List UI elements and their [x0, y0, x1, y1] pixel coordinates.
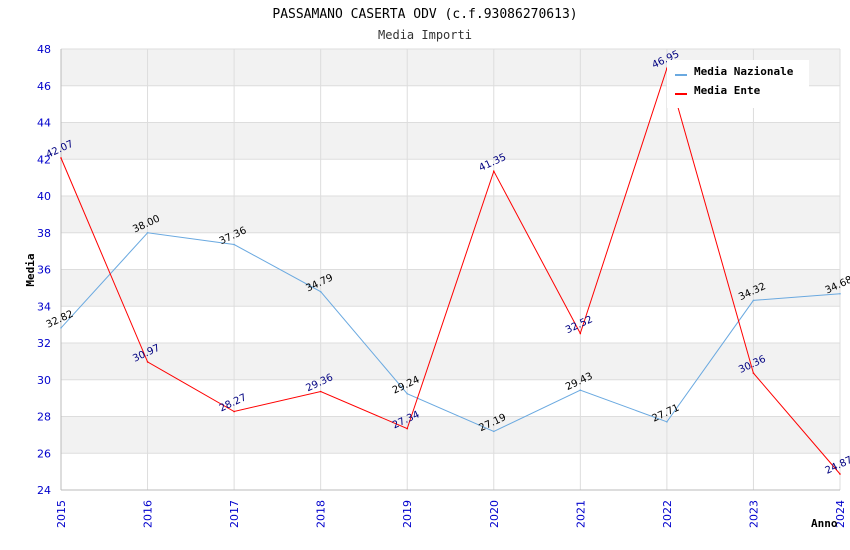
- x-axis-ticks: 2015 2016 2017 2018 2019 2020 2021 2022 2023 2024: [55, 500, 847, 528]
- plot-band: [61, 232, 840, 270]
- y-tick-label: 26: [37, 447, 51, 460]
- y-tick-label: 36: [37, 264, 51, 277]
- plot-band: [61, 416, 840, 454]
- y-tick-label: 44: [37, 117, 51, 130]
- plot-band: [61, 343, 840, 380]
- x-tick-label: 2019: [401, 500, 414, 528]
- data-point: [752, 299, 755, 302]
- y-tick-label: 46: [37, 80, 51, 93]
- y-tick-label: 40: [37, 190, 51, 203]
- plot-band: [61, 379, 840, 417]
- plot-band: [61, 159, 840, 196]
- data-point: [752, 372, 755, 374]
- data-point: [60, 327, 62, 329]
- chart-title: PASSAMANO CASERTA ODV (c.f.93086270613): [272, 7, 577, 22]
- x-tick-label: 2020: [488, 500, 501, 528]
- x-tick-label: 2016: [142, 500, 155, 528]
- plot-band: [61, 122, 840, 160]
- data-point: [233, 243, 235, 246]
- y-tick-label: 42: [37, 153, 51, 166]
- data-point: [579, 332, 582, 335]
- y-tick-label: 38: [37, 227, 51, 240]
- data-point: [406, 392, 409, 395]
- data-point: [492, 170, 495, 172]
- plot-background: [61, 49, 840, 490]
- x-axis-label: Anno: [811, 517, 838, 530]
- y-tick-label: 32: [37, 337, 51, 350]
- data-point: [579, 389, 582, 392]
- plot-band: [61, 196, 840, 233]
- data-point: [492, 430, 495, 433]
- x-tick-label: 2015: [55, 500, 68, 528]
- data-point: [839, 292, 841, 295]
- data-point: [839, 473, 841, 475]
- gridlines: [60, 48, 841, 491]
- series-line-media-ente: [60, 66, 841, 475]
- y-tick-label: 30: [37, 374, 51, 387]
- x-tick-label: 2018: [315, 500, 328, 528]
- data-point: [233, 410, 235, 413]
- legend-label: Media Ente: [694, 84, 761, 97]
- data-point: [60, 157, 62, 159]
- data-point: [319, 390, 322, 393]
- data-point: [146, 231, 149, 234]
- legend: Media Nazionale Media Ente: [667, 60, 809, 108]
- x-tick-label: 2017: [228, 500, 241, 528]
- y-tick-label: 34: [37, 300, 51, 313]
- plot-band: [61, 306, 840, 343]
- chart-subtitle: Media Importi: [378, 28, 472, 42]
- y-axis-ticks: 24 26 28 30 32 34 36 38 40 42 44 46 48: [37, 43, 51, 497]
- data-point: [666, 421, 668, 423]
- y-tick-label: 24: [37, 484, 51, 497]
- series-lines: [60, 66, 841, 475]
- legend-label: Media Nazionale: [694, 65, 794, 78]
- y-tick-label: 48: [37, 43, 51, 56]
- data-point: [146, 361, 149, 363]
- series-line-media-nazionale: [60, 232, 841, 432]
- y-axis-label: Media: [24, 253, 37, 286]
- data-point: [319, 290, 322, 293]
- x-tick-label: 2021: [574, 500, 587, 528]
- x-tick-label: 2023: [747, 500, 760, 528]
- plot-band: [61, 453, 840, 490]
- x-tick-label: 2022: [661, 500, 674, 528]
- y-tick-label: 28: [37, 411, 51, 424]
- data-point: [406, 427, 409, 430]
- x-tick-label: 2024: [834, 500, 847, 528]
